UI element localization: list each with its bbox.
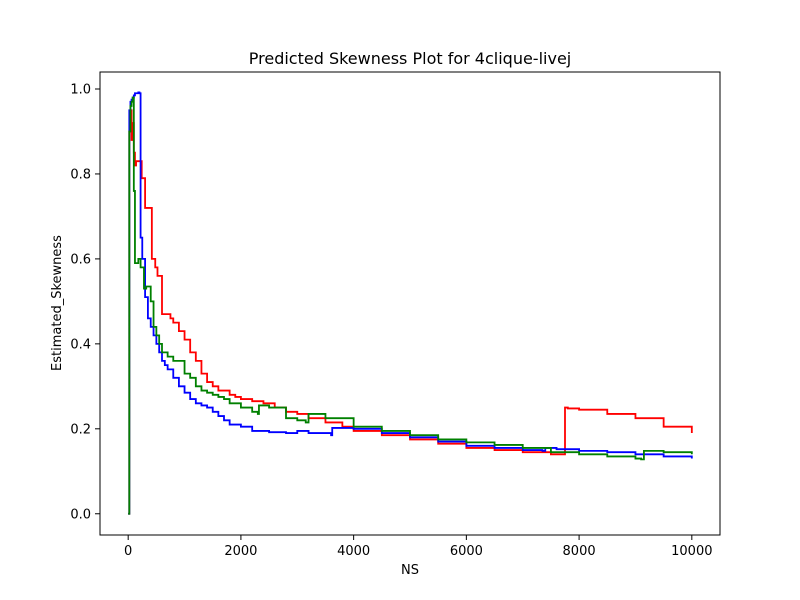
x-tick-label: 10000 bbox=[671, 544, 712, 559]
x-axis: 0 2000 4000 6000 8000 10000 bbox=[124, 535, 712, 559]
series-line-2 bbox=[128, 91, 693, 515]
chart-title: Predicted Skewness Plot for 4clique-live… bbox=[249, 49, 571, 68]
y-tick-label: 0.0 bbox=[70, 507, 91, 522]
x-tick-label: 0 bbox=[124, 544, 132, 559]
y-tick-label: 0.6 bbox=[70, 252, 91, 267]
series-line-3 bbox=[128, 96, 693, 515]
x-tick-label: 2000 bbox=[224, 544, 257, 559]
x-axis-title: NS bbox=[401, 563, 419, 578]
x-tick-label: 6000 bbox=[450, 544, 483, 559]
plot-area-frame bbox=[99, 71, 721, 536]
y-tick-label: 0.8 bbox=[70, 167, 91, 182]
x-tick-label: 8000 bbox=[563, 544, 596, 559]
y-axis: 0.0 0.2 0.4 0.6 0.8 1.0 bbox=[70, 82, 100, 522]
y-axis-title: Estimated_Skewness bbox=[50, 235, 65, 371]
y-tick-label: 1.0 bbox=[70, 82, 91, 97]
series-line-1 bbox=[128, 109, 693, 515]
series-layer bbox=[128, 91, 693, 515]
y-tick-label: 0.4 bbox=[70, 337, 91, 352]
x-tick-label: 4000 bbox=[337, 544, 370, 559]
y-tick-label: 0.2 bbox=[70, 422, 91, 437]
